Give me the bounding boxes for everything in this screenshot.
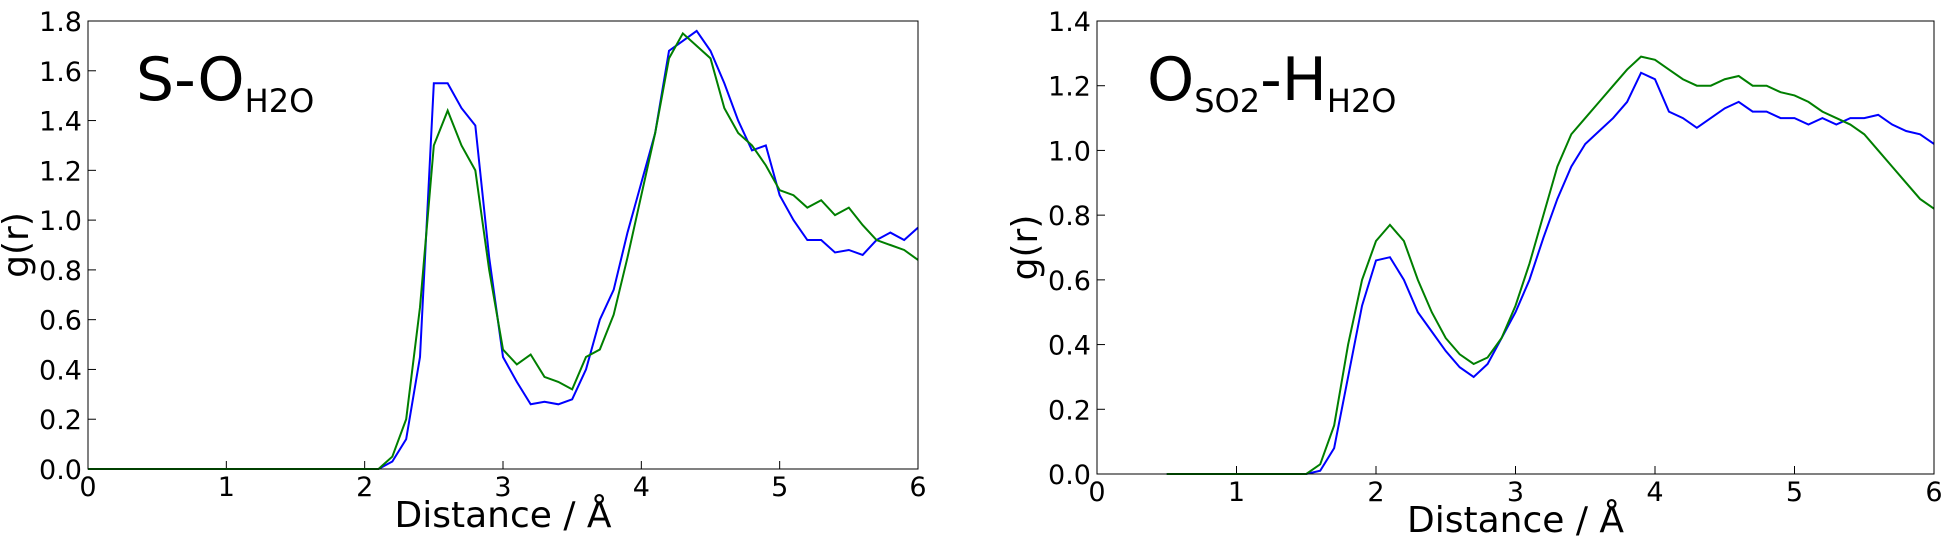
- chart: 0 1 2 3 4 5 6 0.0 0.2 0.4 0.6 0.8 1.0 1.2 1.4 Distance …: [1005, 7, 1943, 536]
- y-tick-label: 0.6: [39, 306, 82, 337]
- y-tick-label: 0.0: [39, 455, 82, 486]
- y-tick-label: 0.4: [1048, 331, 1091, 362]
- y-tick-label: 0.8: [39, 256, 82, 287]
- x-tick-label: 1: [1228, 477, 1245, 508]
- y-axis-label: g(r): [0, 212, 37, 278]
- y-tick-label: 0.8: [1048, 201, 1091, 232]
- chart: 0 1 2 3 4 5 6 0.0 0.2 0.4 0.6 0.8 1.0 1.2 1.4 1.6 1.8 Dis…: [0, 7, 927, 536]
- x-tick-label: 4: [1646, 477, 1663, 508]
- y-tick-label: 1.6: [39, 57, 82, 88]
- x-tick-label: 3: [494, 472, 511, 503]
- x-tick-label: 2: [356, 472, 373, 503]
- y-tick-label: 0.6: [1048, 266, 1091, 297]
- annotation-text: O: [1147, 45, 1194, 115]
- annotation: OSO2-HH2O: [1147, 45, 1396, 120]
- x-tick-label: 6: [909, 472, 926, 503]
- x-axis-label: Distance / Å: [394, 493, 611, 536]
- annotation: S-OH2O: [136, 45, 314, 120]
- plot-frame: [87, 20, 919, 470]
- x-tick-label: 5: [771, 472, 788, 503]
- x-tick-label: 5: [1786, 477, 1803, 508]
- annotation-subscript: SO2: [1194, 82, 1260, 120]
- y-tick-label: 1.2: [1048, 72, 1091, 103]
- y-tick-label: 1.2: [39, 156, 82, 187]
- x-tick-label: 0: [1088, 477, 1105, 508]
- y-axis-label: g(r): [1005, 215, 1046, 281]
- y-tick-label: 1.8: [39, 7, 82, 38]
- x-tick-label: 2: [1367, 477, 1384, 508]
- y-tick-label: 0.4: [39, 355, 82, 386]
- annotation-text: S-O: [136, 45, 245, 115]
- y-tick-label: 0.2: [1048, 395, 1091, 426]
- x-tick-label: 1: [218, 472, 235, 503]
- annotation-subscript: H2O: [1327, 82, 1397, 120]
- y-tick-label: 1.0: [1048, 136, 1091, 167]
- plot-frame: [1096, 20, 1935, 475]
- x-axis-label: Distance / Å: [1407, 498, 1624, 536]
- x-tick-label: 3: [1507, 477, 1524, 508]
- y-tick-label: 1.0: [39, 206, 82, 237]
- annotation-subscript: H2O: [245, 82, 315, 120]
- x-tick-label: 4: [633, 472, 650, 503]
- line-series: [1166, 71, 1935, 475]
- x-tick-label: 6: [1925, 477, 1942, 508]
- annotation-text: -H: [1260, 45, 1327, 115]
- x-tick-label: 0: [79, 472, 96, 503]
- y-tick-label: 1.4: [39, 107, 82, 138]
- y-tick-label: 1.4: [1048, 7, 1091, 38]
- y-tick-label: 0.0: [1048, 460, 1091, 491]
- y-tick-label: 0.2: [39, 405, 82, 436]
